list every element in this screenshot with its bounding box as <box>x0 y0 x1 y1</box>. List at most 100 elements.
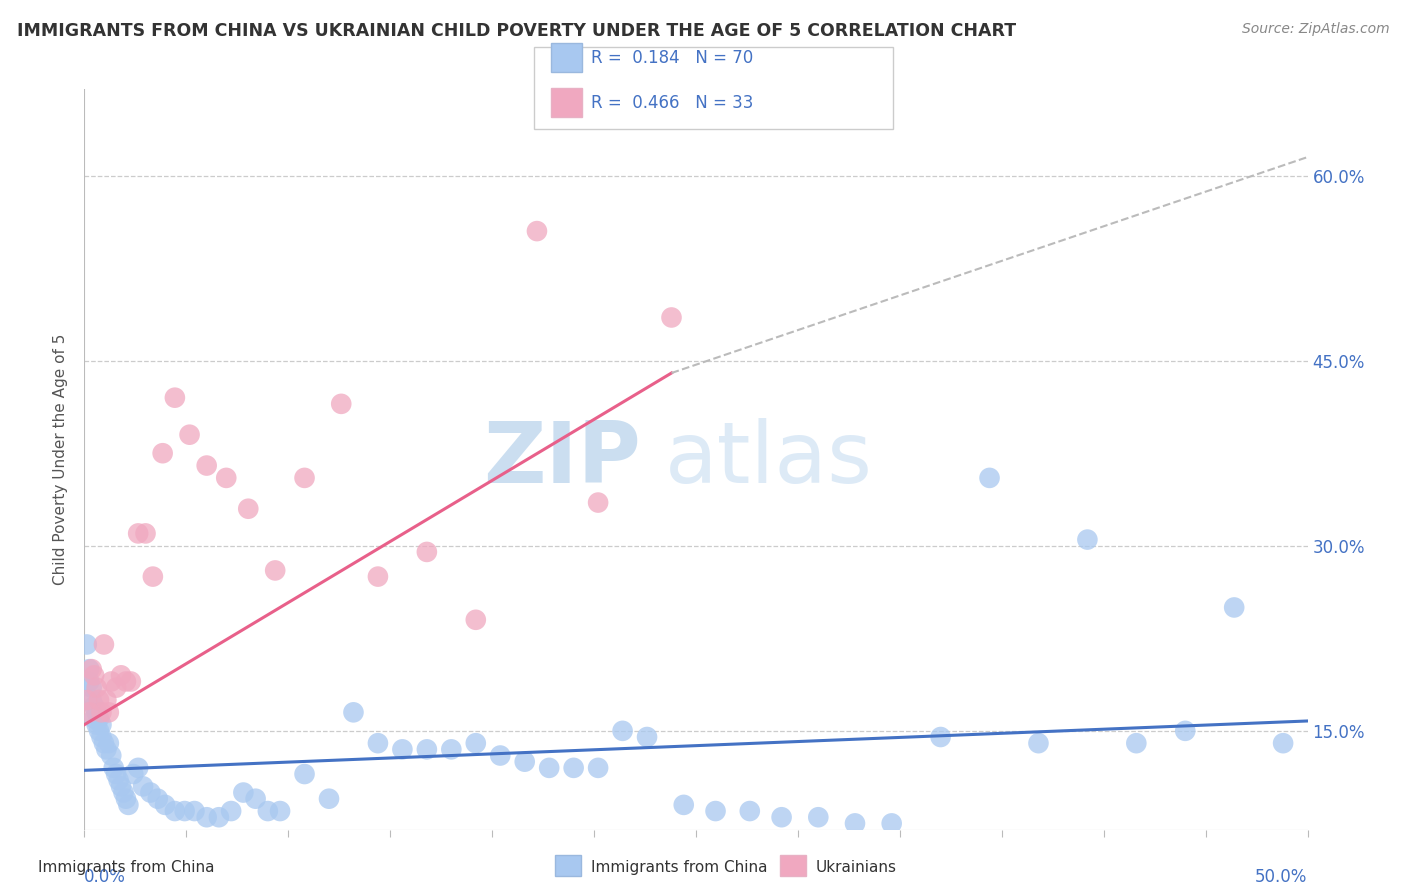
Point <box>440 742 463 756</box>
Point <box>219 804 242 818</box>
Point <box>195 458 218 473</box>
Point <box>100 674 122 689</box>
Point <box>127 761 149 775</box>
Point <box>80 693 103 707</box>
Point <box>929 730 952 744</box>
Point <box>115 674 138 689</box>
Point <box>120 674 142 689</box>
Point <box>526 224 548 238</box>
Point <box>115 791 138 805</box>
Point <box>76 637 98 651</box>
Point <box>245 791 267 805</box>
Point <box>880 816 903 830</box>
Point <box>342 706 364 720</box>
Point <box>77 706 100 720</box>
Text: Immigrants from China: Immigrants from China <box>38 860 215 874</box>
Point <box>195 810 218 824</box>
Point <box>97 736 120 750</box>
Point <box>83 712 105 726</box>
Point <box>146 791 169 805</box>
Point <box>90 717 112 731</box>
Point <box>77 674 100 689</box>
Point <box>672 797 695 812</box>
Point <box>318 791 340 805</box>
Point <box>87 712 110 726</box>
Point <box>257 804 280 818</box>
Point <box>612 723 634 738</box>
Point <box>110 668 132 682</box>
Point <box>232 786 254 800</box>
Point <box>183 804 205 818</box>
Point <box>269 804 291 818</box>
Point <box>93 736 115 750</box>
Point <box>1223 600 1246 615</box>
Point <box>1028 736 1050 750</box>
Point <box>979 471 1001 485</box>
Point <box>416 742 439 756</box>
Point <box>86 681 108 695</box>
Point <box>489 748 512 763</box>
Point <box>132 780 155 794</box>
Text: R =  0.466   N = 33: R = 0.466 N = 33 <box>591 94 752 112</box>
Point <box>93 637 115 651</box>
Point <box>562 761 585 775</box>
Text: atlas: atlas <box>665 417 873 501</box>
Point <box>367 569 389 583</box>
Point <box>1272 736 1295 750</box>
Point <box>76 693 98 707</box>
Point <box>416 545 439 559</box>
Point <box>215 471 238 485</box>
Point <box>586 761 609 775</box>
Point <box>105 681 128 695</box>
Point <box>80 662 103 676</box>
Text: 50.0%: 50.0% <box>1256 869 1308 887</box>
Point <box>367 736 389 750</box>
Point <box>208 810 231 824</box>
Text: ZIP: ZIP <box>484 417 641 501</box>
Point <box>83 699 105 714</box>
Point <box>844 816 866 830</box>
Point <box>264 564 287 578</box>
Point <box>179 427 201 442</box>
Point <box>77 662 100 676</box>
Point <box>704 804 727 818</box>
Point <box>83 668 105 682</box>
Point <box>153 797 176 812</box>
Point <box>90 706 112 720</box>
Point <box>86 717 108 731</box>
Point <box>330 397 353 411</box>
Point <box>90 730 112 744</box>
Point <box>86 706 108 720</box>
Point <box>770 810 793 824</box>
Point <box>807 810 830 824</box>
Point <box>238 501 260 516</box>
Point <box>152 446 174 460</box>
Text: Source: ZipAtlas.com: Source: ZipAtlas.com <box>1241 22 1389 37</box>
Point <box>87 693 110 707</box>
Point <box>391 742 413 756</box>
Point <box>738 804 761 818</box>
Point <box>173 804 195 818</box>
Point <box>122 767 145 781</box>
Text: Ukrainians: Ukrainians <box>815 860 897 874</box>
Point <box>100 748 122 763</box>
Point <box>107 773 129 788</box>
Point <box>1174 723 1197 738</box>
Point <box>636 730 658 744</box>
Point <box>139 786 162 800</box>
Text: 0.0%: 0.0% <box>84 869 127 887</box>
Point <box>135 526 157 541</box>
Point <box>96 742 118 756</box>
Point <box>163 804 186 818</box>
Point <box>142 569 165 583</box>
Point <box>97 706 120 720</box>
Point <box>513 755 536 769</box>
Point <box>96 693 118 707</box>
Point <box>80 681 103 695</box>
Point <box>1076 533 1098 547</box>
Text: Immigrants from China: Immigrants from China <box>591 860 768 874</box>
Point <box>110 780 132 794</box>
Text: IMMIGRANTS FROM CHINA VS UKRAINIAN CHILD POVERTY UNDER THE AGE OF 5 CORRELATION : IMMIGRANTS FROM CHINA VS UKRAINIAN CHILD… <box>17 22 1017 40</box>
Text: R =  0.184   N = 70: R = 0.184 N = 70 <box>591 49 752 67</box>
Point <box>163 391 186 405</box>
